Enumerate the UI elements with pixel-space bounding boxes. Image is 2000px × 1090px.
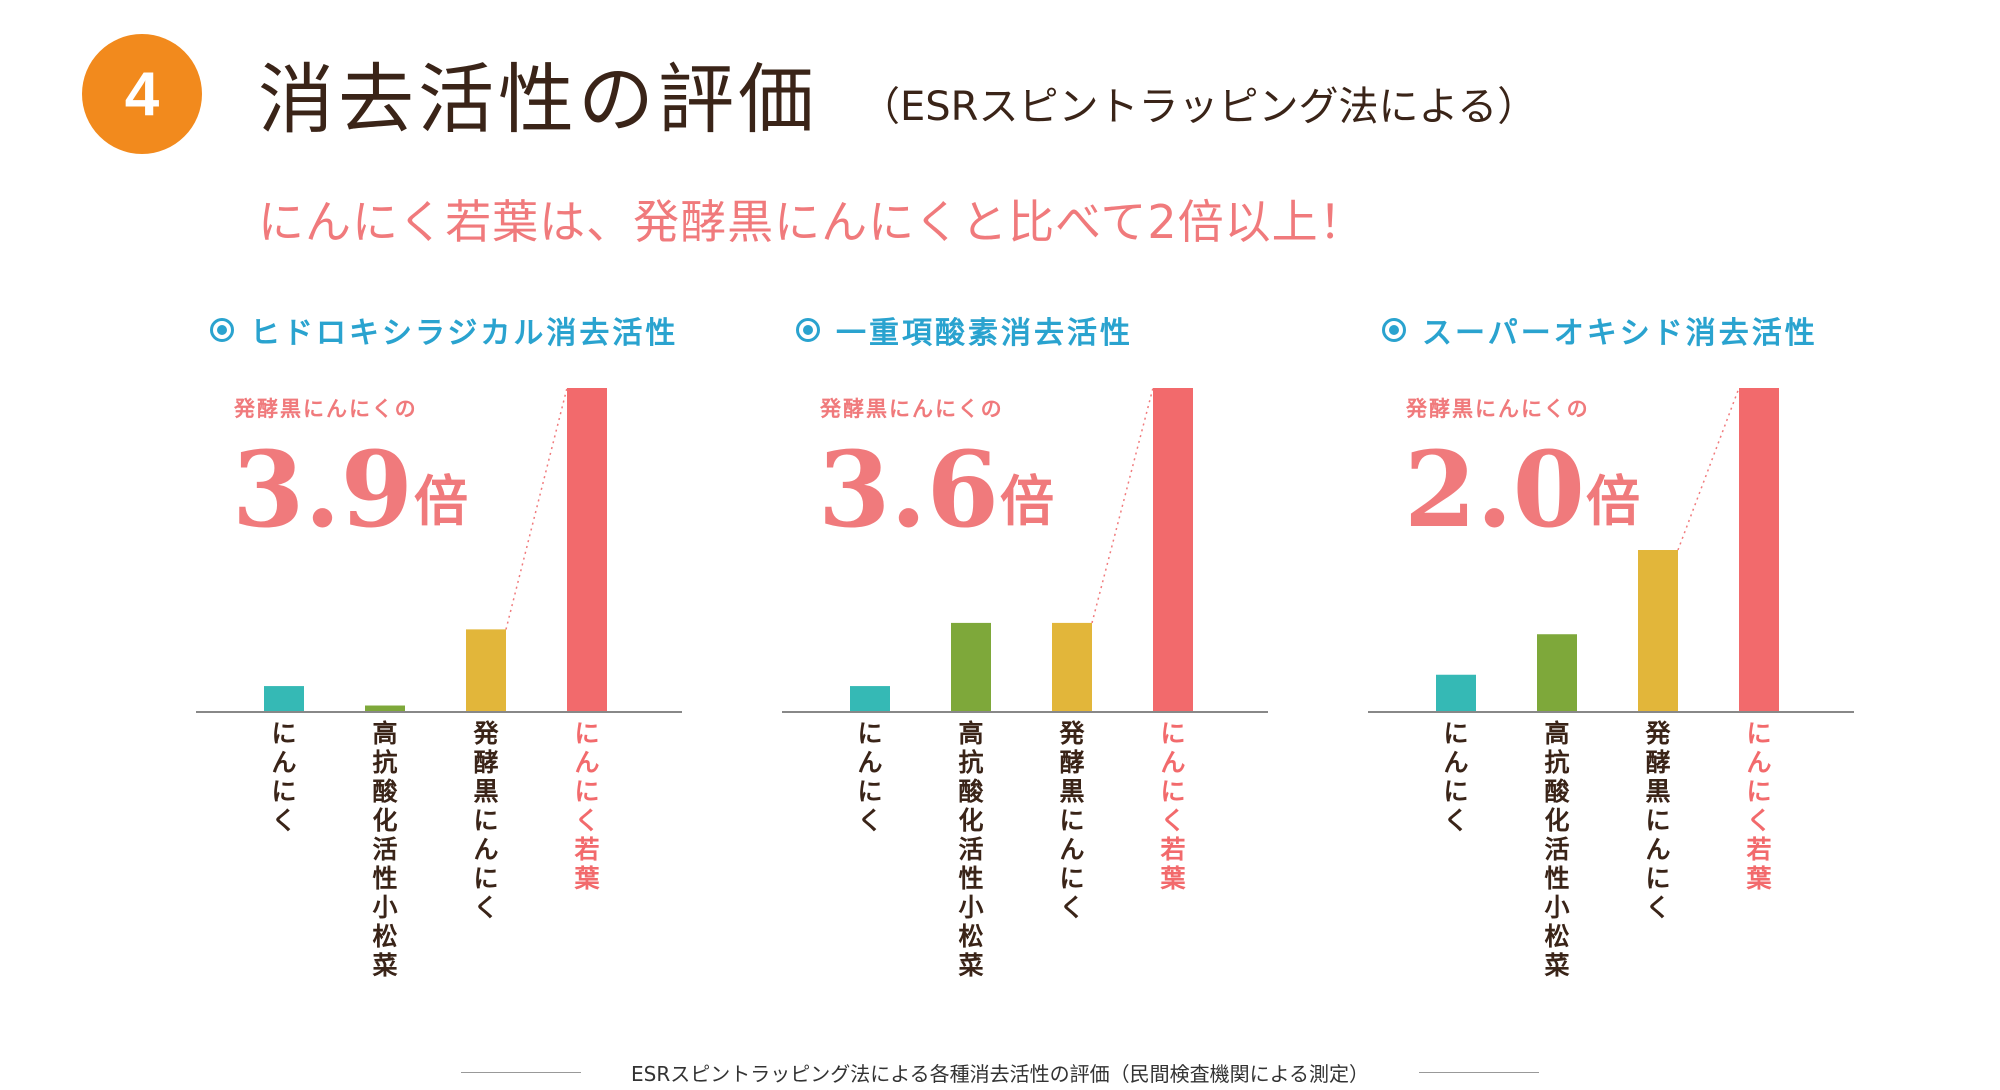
footer-rule-left	[460, 1072, 581, 1073]
bar-4	[567, 388, 607, 712]
chart-panel-hydroxyl: ヒドロキシラジカル消去活性 発酵黒にんにくの 3.9 倍にんにく 高抗酸化活性小松菜発…	[196, 300, 716, 1020]
footer-caption: ESRスピントラッピング法による各種消去活性の評価（民間検査機関による測定）	[630, 1062, 1370, 1086]
callout-value: 3.6	[818, 428, 999, 551]
page-subtitle: （ESRスピントラッピング法による）	[860, 84, 1538, 130]
category-label: にんにく	[1443, 719, 1468, 835]
radio-bullet-icon	[1382, 318, 1406, 342]
category-label: 高抗酸化活性小松菜	[371, 719, 398, 980]
bar-1	[1436, 674, 1476, 712]
connector-line	[505, 387, 568, 630]
bar-4	[1153, 388, 1193, 712]
bar-2	[1537, 634, 1577, 712]
category-label: にんにく	[857, 719, 882, 835]
category-label: にんにく若葉	[1159, 719, 1186, 893]
chart-panel-singlet-oxygen: 一重項酸素消去活性 発酵黒にんにくの 3.6 倍にんにく 高抗酸化活性小松菜 発酵黒にん…	[782, 300, 1302, 1020]
callout-value: 3.9	[232, 428, 413, 551]
callout-unit: 倍	[1000, 470, 1054, 533]
connector-line	[1091, 387, 1154, 624]
bar-4	[1739, 388, 1779, 712]
category-label: 高抗酸化活性小松菜	[957, 719, 984, 980]
chart-title: 一重項酸素消去活性	[796, 308, 1133, 352]
step-number-badge: 4	[82, 34, 202, 154]
radio-bullet-icon	[210, 318, 234, 342]
callout-value: 2.0	[1404, 428, 1585, 551]
bar-1	[264, 686, 304, 712]
chart-title-text: スーパーオキシド消去活性	[1422, 316, 1818, 351]
radio-bullet-icon	[796, 318, 820, 342]
footer-rule-right	[1419, 1072, 1540, 1073]
bar-3	[1052, 622, 1092, 712]
chart-panel-superoxide: スーパーオキシド消去活性 発酵黒にんにくの 2.0 倍にんにく 高抗酸化活性小松菜 発酵…	[1368, 300, 1888, 1020]
footer: ESRスピントラッピング法による各種消去活性の評価（民間検査機関による測定）	[0, 1058, 2000, 1087]
bar-3	[466, 629, 506, 712]
page-title: 消去活性の評価	[258, 55, 818, 144]
bar-1	[850, 686, 890, 712]
chart-title-text: ヒドロキシラジカル消去活性	[250, 316, 679, 351]
callout-unit: 倍	[1586, 470, 1640, 533]
bar-2	[951, 622, 991, 712]
callout-unit: 倍	[414, 470, 468, 533]
callout-prefix: 発酵黒にんにくの	[819, 397, 1004, 421]
category-label: 発酵黒にんにく	[1644, 719, 1671, 922]
category-label: 高抗酸化活性小松菜	[1543, 719, 1570, 980]
category-label: にんにく若葉	[573, 719, 600, 893]
chart-title-text: 一重項酸素消去活性	[836, 316, 1133, 351]
category-label: 発酵黒にんにく	[1058, 719, 1085, 922]
connector-line	[1677, 387, 1740, 551]
bar-3	[1638, 550, 1678, 712]
category-label: にんにく若葉	[1745, 719, 1772, 893]
bar-2	[365, 705, 405, 712]
lead-text: にんにく若葉は、発酵黒にんにくと比べて2倍以上！	[258, 195, 1366, 249]
category-label: にんにく	[271, 719, 296, 835]
chart-title: スーパーオキシド消去活性	[1382, 308, 1818, 352]
callout-prefix: 発酵黒にんにくの	[1405, 397, 1590, 421]
category-label: 発酵黒にんにく	[472, 719, 499, 922]
callout-prefix: 発酵黒にんにくの	[233, 397, 418, 421]
chart-title: ヒドロキシラジカル消去活性	[210, 308, 678, 352]
